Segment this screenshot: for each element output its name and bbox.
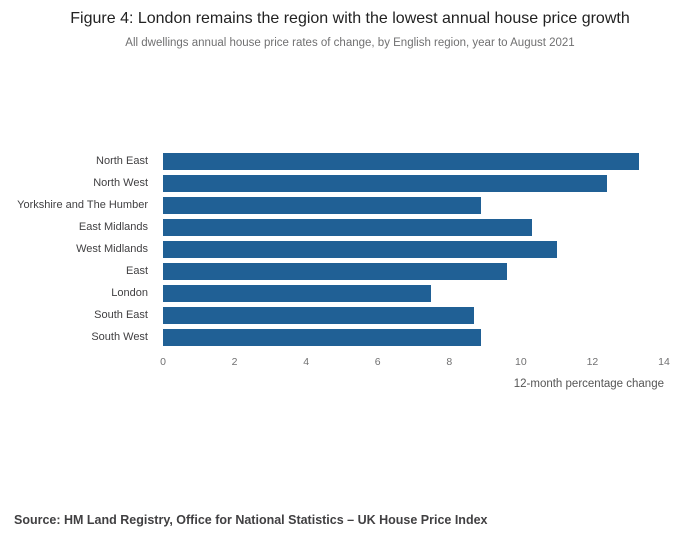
chart-row: London <box>0 282 700 304</box>
chart-row: East <box>0 260 700 282</box>
bar[interactable] <box>163 262 507 280</box>
bar[interactable] <box>163 218 532 236</box>
bar[interactable] <box>163 240 557 258</box>
bar-track <box>163 196 664 214</box>
x-tick-label: 0 <box>160 356 166 368</box>
bar[interactable] <box>163 152 639 170</box>
chart-row: Yorkshire and The Humber <box>0 194 700 216</box>
category-label: South West <box>91 331 148 343</box>
x-tick-label: 8 <box>446 356 453 368</box>
bar-track <box>163 152 664 170</box>
category-label: London <box>111 287 148 299</box>
bar-track <box>163 284 664 302</box>
chart-row: East Midlands <box>0 216 700 238</box>
bar-track <box>163 240 664 258</box>
x-axis: 0 2 4 6 8 10 12 14 <box>160 356 670 370</box>
chart-title: Figure 4: London remains the region with… <box>70 10 630 27</box>
source-text: Source: HM Land Registry, Office for Nat… <box>14 513 488 527</box>
category-label: East Midlands <box>78 221 148 233</box>
x-tick-label: 4 <box>303 356 310 368</box>
chart-row: North West <box>0 172 700 194</box>
x-tick-label: 12 <box>586 356 599 368</box>
category-label: North East <box>96 155 148 167</box>
bar-track <box>163 306 664 324</box>
bar[interactable] <box>163 284 432 302</box>
category-label: East <box>125 265 148 277</box>
bar-track <box>163 174 664 192</box>
bar-track <box>163 218 664 236</box>
category-label: Yorkshire and The Humber <box>17 199 148 211</box>
chart-area: North East North West Yorkshire and The Hu… <box>0 150 700 390</box>
bar[interactable] <box>163 306 475 324</box>
x-tick-label: 2 <box>231 356 238 368</box>
chart-subtitle: All dwellings annual house price rates o… <box>125 37 575 49</box>
bar[interactable] <box>163 196 482 214</box>
bar[interactable] <box>163 328 482 346</box>
chart-row: South East <box>0 304 700 326</box>
chart-rows: North East North West Yorkshire and The Hu… <box>0 150 700 348</box>
chart-row: West Midlands <box>0 238 700 260</box>
category-label: North West <box>93 177 148 189</box>
bar-track <box>163 262 664 280</box>
bar[interactable] <box>163 174 607 192</box>
x-tick-label: 10 <box>515 356 527 368</box>
chart-row: North East <box>0 150 700 172</box>
x-axis-label: 12-month percentage change <box>513 378 664 390</box>
chart-row: South West <box>0 326 700 348</box>
category-label: South East <box>94 309 148 321</box>
bar-track <box>163 328 664 346</box>
category-label: West Midlands <box>76 243 148 255</box>
x-tick-label: 6 <box>374 356 381 368</box>
x-tick-label: 14 <box>658 356 670 368</box>
